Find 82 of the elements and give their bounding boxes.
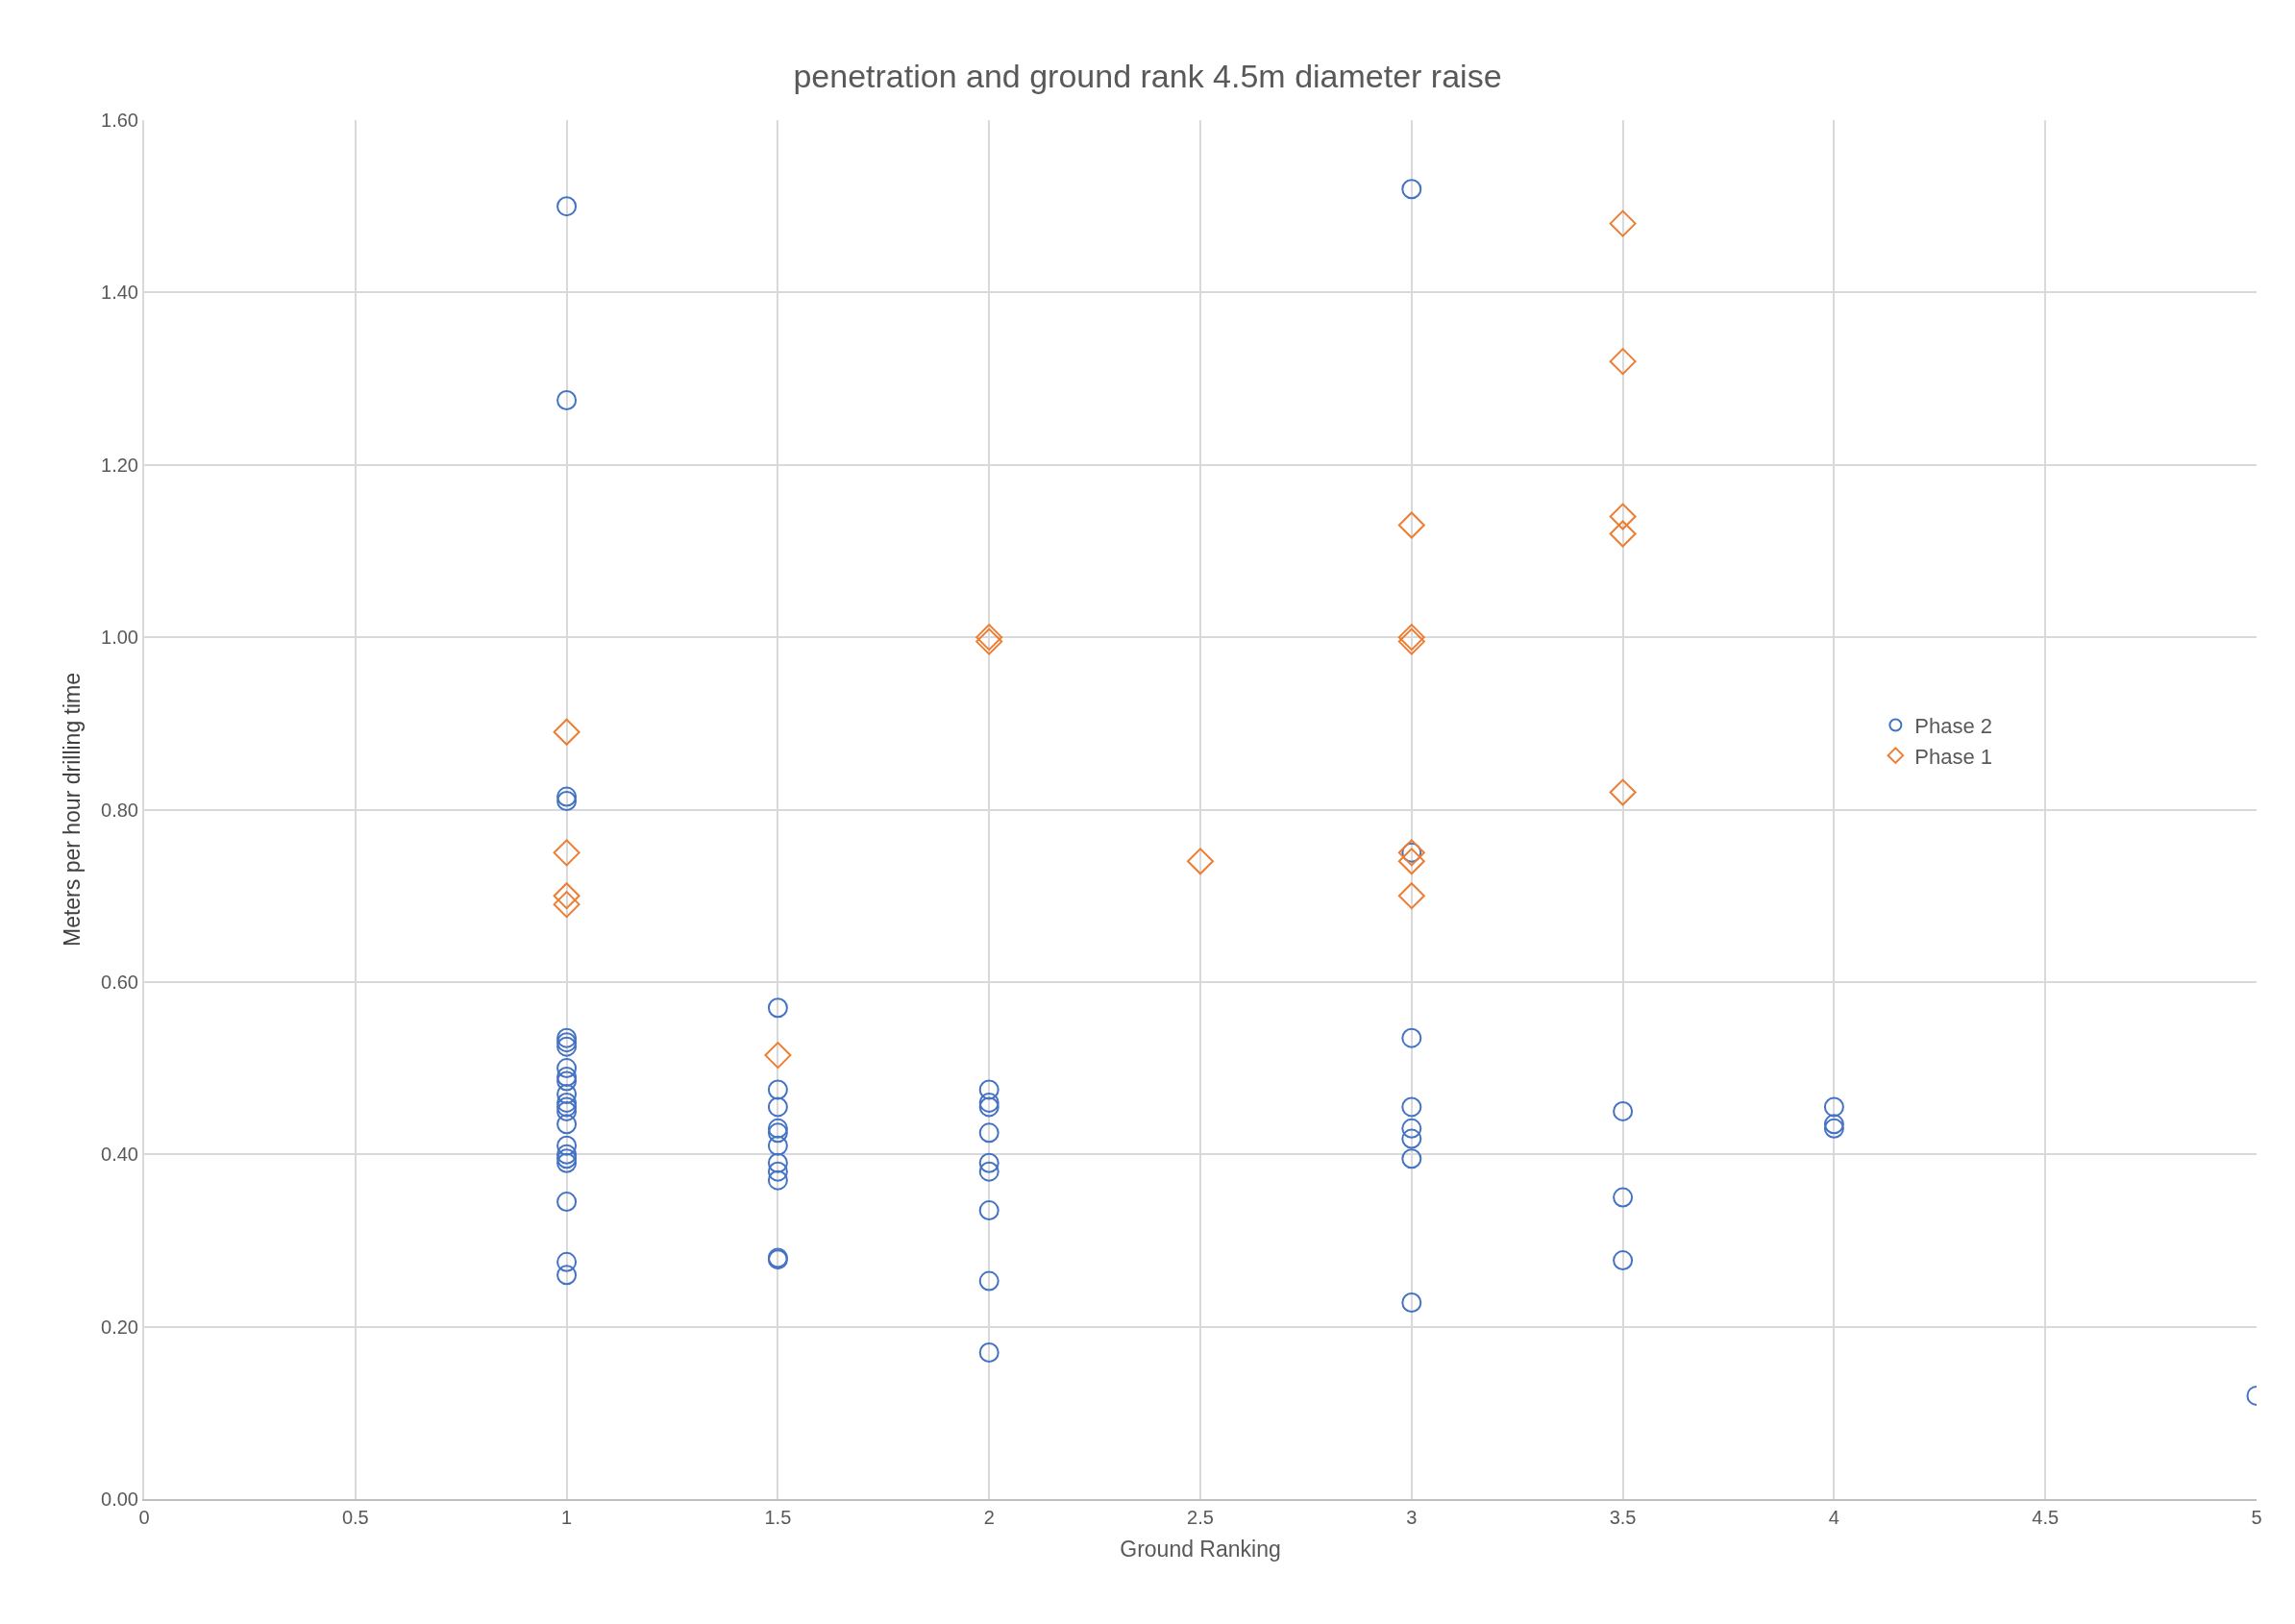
y-tick-label: 1.00 bbox=[101, 627, 138, 649]
point bbox=[556, 1058, 578, 1079]
point bbox=[556, 1083, 578, 1104]
point bbox=[1401, 1148, 1422, 1169]
point bbox=[1613, 1187, 1634, 1208]
x-tick-label: 0.5 bbox=[341, 1507, 369, 1528]
y-tick-label: 0.20 bbox=[101, 1316, 138, 1338]
y-tick-label: 1.60 bbox=[101, 110, 138, 131]
point bbox=[556, 1114, 578, 1135]
y-tick-label: 0.80 bbox=[101, 799, 138, 821]
point bbox=[1609, 503, 1637, 530]
point bbox=[553, 718, 580, 746]
x-tick-label: 1 bbox=[561, 1507, 573, 1528]
point bbox=[556, 196, 578, 217]
point bbox=[1401, 1128, 1422, 1149]
legend-label: Phase 2 bbox=[1914, 714, 1993, 739]
point bbox=[978, 1270, 999, 1292]
y-tick-label: 0.40 bbox=[101, 1144, 138, 1166]
point bbox=[978, 1079, 999, 1100]
point bbox=[556, 786, 578, 807]
point bbox=[1401, 179, 1422, 200]
point bbox=[1823, 1096, 1844, 1118]
x-tick-label: 2.5 bbox=[1187, 1507, 1214, 1528]
point bbox=[1613, 1100, 1634, 1121]
point bbox=[978, 1152, 999, 1173]
point bbox=[978, 1342, 999, 1364]
point bbox=[556, 1251, 578, 1272]
point bbox=[553, 891, 580, 919]
x-tick-label: 5 bbox=[2251, 1507, 2262, 1528]
x-tick-label: 0 bbox=[138, 1507, 150, 1528]
y-tick-label: 0.00 bbox=[101, 1489, 138, 1510]
point bbox=[556, 1265, 578, 1286]
y-tick-label: 1.20 bbox=[101, 454, 138, 476]
point bbox=[764, 1042, 792, 1070]
x-tick-label: 3.5 bbox=[1609, 1507, 1637, 1528]
point bbox=[556, 1192, 578, 1213]
y-tick-label: 0.60 bbox=[101, 971, 138, 993]
x-tick-label: 2 bbox=[983, 1507, 995, 1528]
point bbox=[767, 997, 788, 1019]
point bbox=[556, 1135, 578, 1156]
point bbox=[767, 1135, 788, 1156]
x-tick-label: 4.5 bbox=[2032, 1507, 2060, 1528]
point bbox=[556, 1092, 578, 1113]
point bbox=[553, 882, 580, 910]
point bbox=[1397, 511, 1425, 539]
legend-label: Phase 1 bbox=[1914, 744, 1993, 769]
y-tick-label: 1.40 bbox=[101, 282, 138, 304]
point bbox=[1609, 520, 1637, 548]
point bbox=[1187, 848, 1214, 875]
point bbox=[978, 1092, 999, 1113]
point bbox=[556, 1027, 578, 1048]
point bbox=[553, 839, 580, 867]
point bbox=[767, 1152, 788, 1173]
point bbox=[1397, 882, 1425, 910]
point bbox=[978, 1096, 999, 1118]
y-axis-title: Meters per hour drilling time bbox=[60, 672, 86, 947]
point bbox=[556, 389, 578, 410]
point bbox=[1401, 1027, 1422, 1048]
x-tick-label: 1.5 bbox=[764, 1507, 792, 1528]
point bbox=[978, 1122, 999, 1144]
point bbox=[556, 1144, 578, 1165]
point bbox=[767, 1169, 788, 1191]
point bbox=[767, 1161, 788, 1182]
x-tick-label: 3 bbox=[1406, 1507, 1418, 1528]
point bbox=[767, 1096, 788, 1118]
chart-title: penetration and ground rank 4.5m diameter raise bbox=[793, 58, 1502, 95]
point bbox=[1401, 1292, 1422, 1313]
point bbox=[1609, 209, 1637, 237]
point bbox=[1397, 848, 1425, 875]
point bbox=[1401, 1096, 1422, 1118]
point bbox=[978, 1200, 999, 1221]
point bbox=[1609, 778, 1637, 806]
point bbox=[978, 1161, 999, 1182]
x-tick-label: 4 bbox=[1828, 1507, 1839, 1528]
point bbox=[556, 791, 578, 812]
point bbox=[767, 1122, 788, 1144]
point bbox=[767, 1118, 788, 1139]
point bbox=[1401, 1118, 1422, 1139]
point bbox=[767, 1079, 788, 1100]
point bbox=[1613, 1250, 1634, 1271]
point bbox=[1609, 348, 1637, 376]
x-axis-title: Ground Ranking bbox=[1120, 1537, 1281, 1562]
